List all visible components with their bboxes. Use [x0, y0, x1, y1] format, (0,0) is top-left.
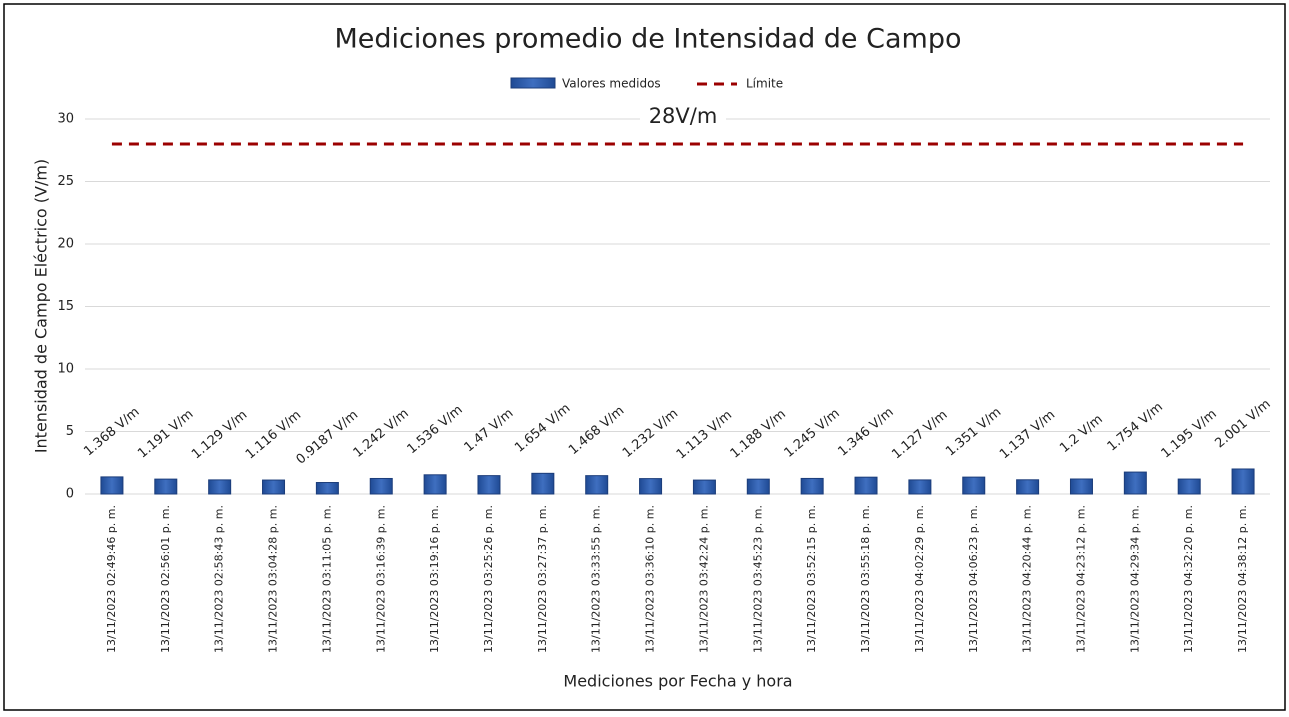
x-tick-label: 13/11/2023 02:56:01 p. m. [159, 505, 172, 653]
bar [1231, 468, 1255, 495]
x-axis-title: Mediciones por Fecha y hora [563, 672, 792, 691]
legend-swatch [510, 77, 556, 89]
x-tick-label: 13/11/2023 04:06:23 p. m. [967, 505, 980, 653]
y-tick-label: 15 [57, 299, 74, 314]
limit-annotation: 28V/m [649, 104, 718, 128]
x-tick-label: 13/11/2023 03:27:37 p. m. [536, 505, 549, 653]
bar [746, 478, 770, 495]
x-tick-label: 13/11/2023 03:04:28 p. m. [267, 505, 280, 653]
x-tick-label: 13/11/2023 03:42:24 p. m. [697, 505, 710, 653]
x-tick-label: 13/11/2023 03:16:39 p. m. [374, 505, 387, 653]
bar [800, 477, 824, 495]
bar [208, 479, 232, 495]
y-tick-label: 20 [57, 237, 74, 252]
y-axis-title: Intensidad de Campo Eléctrico (V/m) [32, 159, 51, 453]
x-tick-label: 13/11/2023 03:33:55 p. m. [590, 505, 603, 653]
bar [692, 479, 716, 495]
x-tick-label: 13/11/2023 03:19:16 p. m. [428, 505, 441, 653]
annotation-bg [640, 106, 726, 128]
x-tick-label: 13/11/2023 03:25:26 p. m. [482, 505, 495, 653]
y-tick-label: 5 [66, 424, 74, 439]
x-tick-label: 13/11/2023 04:20:44 p. m. [1021, 505, 1034, 653]
bar [315, 482, 339, 495]
bar [154, 478, 178, 495]
bar [962, 476, 986, 495]
y-tick-label: 30 [57, 112, 74, 127]
bar [908, 479, 932, 495]
chart-title: Mediciones promedio de Intensidad de Cam… [335, 24, 962, 55]
x-tick-label: 13/11/2023 02:58:43 p. m. [213, 505, 226, 653]
bar [639, 478, 663, 495]
x-tick-label: 13/11/2023 03:55:18 p. m. [859, 505, 872, 653]
x-tick-label: 13/11/2023 04:02:29 p. m. [913, 505, 926, 653]
bar [1016, 479, 1040, 495]
bar [1069, 478, 1093, 495]
bar [1123, 471, 1147, 495]
bar [585, 475, 609, 495]
bar [854, 476, 878, 495]
x-tick-label: 13/11/2023 04:23:12 p. m. [1074, 505, 1087, 653]
x-tick-label: 13/11/2023 02:49:46 p. m. [105, 505, 118, 653]
legend-label: Valores medidos [562, 77, 661, 91]
bar [100, 476, 124, 495]
y-tick-label: 25 [57, 174, 74, 189]
x-tick-label: 13/11/2023 04:32:20 p. m. [1182, 505, 1195, 653]
bar [423, 474, 447, 495]
x-tick-label: 13/11/2023 03:11:05 p. m. [320, 505, 333, 653]
x-tick-label: 13/11/2023 04:29:34 p. m. [1128, 505, 1141, 653]
y-tick-label: 10 [57, 362, 74, 377]
bar [369, 477, 393, 495]
x-tick-label: 13/11/2023 03:52:15 p. m. [805, 505, 818, 653]
bar [477, 475, 501, 495]
legend-label: Límite [746, 77, 783, 91]
x-tick-label: 13/11/2023 04:38:12 p. m. [1236, 505, 1249, 653]
x-tick-label: 13/11/2023 03:36:10 p. m. [644, 505, 657, 653]
y-tick-label: 0 [66, 487, 74, 502]
bar [1177, 478, 1201, 495]
bar [531, 472, 555, 495]
bar [262, 479, 286, 495]
x-tick-label: 13/11/2023 03:45:23 p. m. [751, 505, 764, 653]
